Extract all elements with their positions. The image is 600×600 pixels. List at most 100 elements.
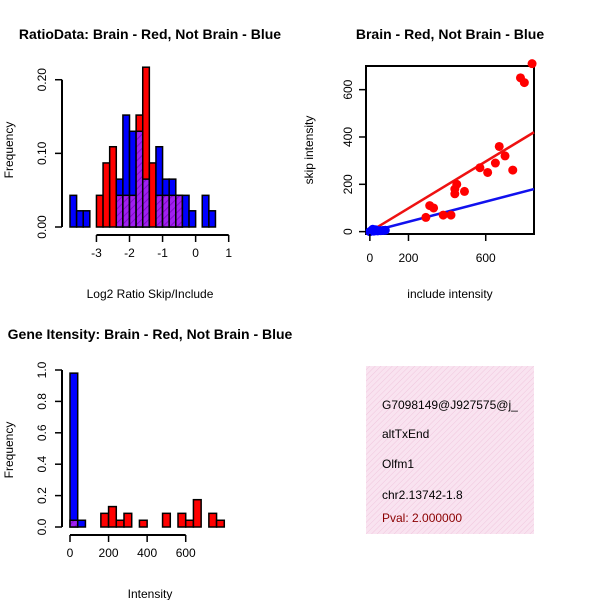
intensity-histogram-xlabel: Intensity bbox=[128, 587, 173, 600]
brain-point bbox=[494, 141, 504, 151]
ratio-histogram-panel: RatioData: Brain - Red, Not Brain - Blue… bbox=[2, 26, 281, 301]
ratio-x-tick-label: 1 bbox=[225, 246, 232, 260]
brain-point bbox=[475, 163, 485, 173]
ratio-bar-brain bbox=[148, 162, 157, 228]
scatter-x-tick-label: 0 bbox=[367, 251, 374, 265]
ratio-bar-notbrain bbox=[188, 210, 197, 228]
ratio-bar-notbrain bbox=[69, 194, 78, 228]
ratio-bar-brain bbox=[95, 194, 104, 228]
intensity-x-tick-label: 400 bbox=[137, 546, 157, 560]
intensity-bar-brain bbox=[184, 519, 195, 528]
scatter-x-tick-label: 600 bbox=[476, 251, 496, 265]
intensity-y-tick-label: 1.0 bbox=[35, 361, 49, 378]
ratio-bar-notbrain bbox=[181, 194, 190, 228]
intensity-bar-brain bbox=[215, 519, 226, 528]
scatter-plot-area: 0 200 600 0 200 400 600 bbox=[341, 59, 537, 265]
event-id: G7098149@J927575@j_ bbox=[382, 398, 518, 412]
intensity-scatter-panel: Brain - Red, Not Brain - Blue 0 200 600 0 20… bbox=[302, 26, 544, 301]
intensity-bar-notbrain bbox=[69, 372, 79, 528]
ratio-bar-overlap bbox=[168, 194, 177, 228]
brain-point bbox=[429, 203, 439, 213]
brain-point bbox=[438, 210, 448, 220]
ratio-y-tick-label: 0.00 bbox=[35, 215, 49, 239]
ratio-histogram-xlabel: Log2 Ratio Skip/Include bbox=[87, 287, 214, 301]
ratio-y-tick-label: 0.10 bbox=[35, 141, 49, 165]
ratio-x-tick-label: -3 bbox=[91, 246, 102, 260]
ratio-bar-overlap bbox=[155, 194, 164, 228]
intensity-bar-brain bbox=[123, 512, 133, 528]
brain-point bbox=[421, 212, 431, 222]
genomic-location: chr2.13742-1.8 bbox=[382, 488, 463, 502]
ratio-bar-overlap bbox=[128, 194, 137, 228]
ratio-histogram-axes: -3 -2 -1 0 1 0.00 0.10 0.20 bbox=[35, 68, 232, 260]
gene-name: Olfm1 bbox=[382, 457, 414, 471]
intensity-histogram-panel: Gene Itensity: Brain - Red, Not Brain - … bbox=[2, 326, 293, 600]
ratio-histogram-title: RatioData: Brain - Red, Not Brain - Blue bbox=[19, 26, 281, 42]
scatter-y-tick-label: 200 bbox=[341, 174, 355, 194]
ratio-x-tick-label: -2 bbox=[124, 246, 135, 260]
brain-point bbox=[508, 165, 518, 175]
brain-point bbox=[490, 158, 500, 168]
ratio-bar-overlap bbox=[135, 130, 144, 228]
intensity-bar-brain bbox=[177, 512, 187, 528]
scatter-y-tick-label: 600 bbox=[341, 79, 355, 99]
ratio-y-tick-label: 0.20 bbox=[35, 68, 49, 92]
intensity-y-tick-label: 0.4 bbox=[35, 456, 49, 473]
intensity-bar-brain bbox=[208, 512, 218, 528]
scatter-ylabel: skip intensity bbox=[302, 116, 316, 185]
brain-point bbox=[500, 151, 510, 161]
ratio-x-tick-label: -1 bbox=[157, 246, 168, 260]
brain-fit-line bbox=[365, 131, 535, 236]
info-background bbox=[366, 366, 534, 534]
ratio-bar-overlap bbox=[161, 194, 170, 228]
intensity-bar-brain bbox=[192, 498, 202, 528]
scatter-x-tick-label: 200 bbox=[398, 251, 418, 265]
intensity-bar-brain bbox=[161, 512, 172, 528]
intensity-bar-notbrain bbox=[76, 519, 87, 528]
p-value: Pval: 2.000000 bbox=[382, 511, 462, 525]
ratio-bar-brain bbox=[108, 145, 118, 228]
intensity-y-tick-label: 0.6 bbox=[35, 424, 49, 441]
ratio-bar-brain bbox=[102, 162, 111, 228]
intensity-bar-brain bbox=[100, 512, 110, 528]
event-info-panel: G7098149@J927575@j_ altTxEnd Olfm1 chr2.… bbox=[366, 366, 534, 534]
intensity-histogram-ylabel: Frequency bbox=[2, 422, 16, 479]
brain-point bbox=[483, 167, 493, 177]
ratio-bar-notbrain bbox=[75, 210, 84, 228]
intensity-y-tick-label: 0.0 bbox=[35, 518, 49, 535]
ratio-histogram-bars bbox=[69, 66, 217, 228]
intensity-histogram-axes: 0 200 400 600 0.0 0.2 0.4 0.6 0.8 1.0 bbox=[35, 361, 196, 560]
intensity-y-tick-label: 0.8 bbox=[35, 393, 49, 410]
brain-point bbox=[459, 186, 469, 196]
intensity-y-tick-label: 0.2 bbox=[35, 487, 49, 504]
ratio-bar-notbrain bbox=[201, 194, 210, 228]
ratio-bar-overlap bbox=[115, 194, 124, 228]
intensity-bar-overlap bbox=[69, 519, 79, 528]
scatter-xlabel: include intensity bbox=[407, 287, 492, 301]
ratio-bar-overlap bbox=[141, 178, 151, 228]
scatter-y-tick-label: 400 bbox=[341, 127, 355, 147]
intensity-x-tick-label: 600 bbox=[176, 546, 196, 560]
scatter-y-tick-label: 0 bbox=[341, 228, 355, 235]
scatter-plot-frame bbox=[365, 65, 535, 235]
ratio-histogram-ylabel: Frequency bbox=[2, 122, 16, 179]
intensity-histogram-title: Gene Itensity: Brain - Red, Not Brain - … bbox=[8, 326, 293, 342]
intensity-x-tick-label: 200 bbox=[99, 546, 119, 560]
ratio-bar-notbrain bbox=[208, 210, 217, 228]
ratio-bar-overlap bbox=[175, 194, 184, 228]
ratio-x-tick-label: 0 bbox=[192, 246, 199, 260]
notbrain-point bbox=[380, 225, 390, 235]
intensity-bar-brain bbox=[107, 505, 118, 528]
brain-point bbox=[527, 59, 537, 69]
brain-point bbox=[519, 78, 529, 88]
ratio-bar-notbrain bbox=[82, 210, 91, 228]
intensity-bar-brain bbox=[115, 519, 125, 528]
brain-point bbox=[446, 210, 456, 220]
event-type: altTxEnd bbox=[382, 427, 429, 441]
brain-point bbox=[452, 179, 462, 189]
ratio-bar-overlap bbox=[122, 194, 131, 228]
intensity-histogram-bars bbox=[69, 372, 226, 528]
intensity-bar-brain bbox=[138, 519, 148, 528]
scatter-title: Brain - Red, Not Brain - Blue bbox=[356, 26, 544, 42]
